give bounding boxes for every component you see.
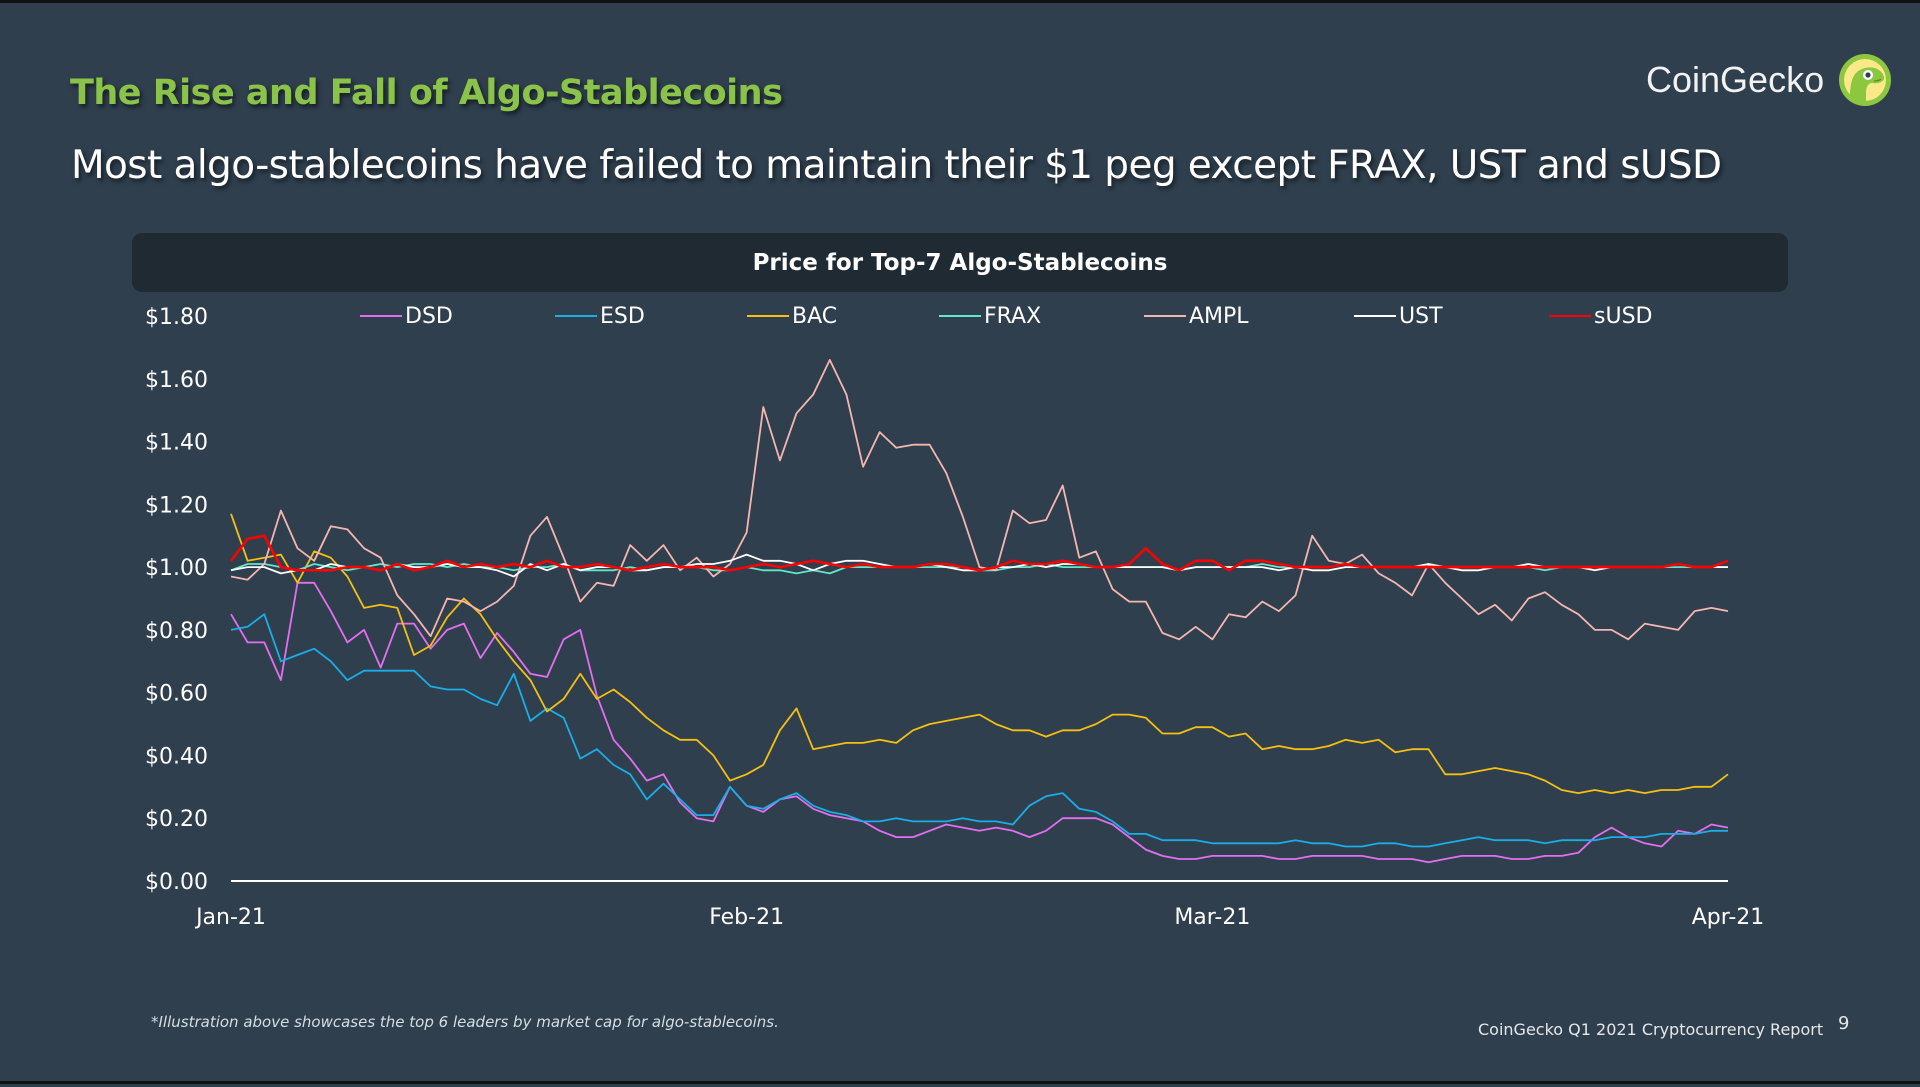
legend-label: ESD [600,303,645,329]
coingecko-logo: CoinGecko [1646,53,1892,107]
series-line-susd [229,534,1729,572]
legend-item-ust: UST [1354,304,1443,329]
gecko-logo-icon [1839,54,1892,106]
legend-swatch [360,315,402,317]
y-tick-label: $0.80 [145,619,208,644]
legend-item-bac: BAC [747,304,837,329]
series-line-dsd [230,581,1729,864]
legend-label: AMPL [1189,303,1249,329]
chart-title: Price for Top-7 Algo-Stablecoins [132,233,1788,292]
legend-item-ampl: AMPL [1144,304,1249,329]
y-tick-label: $0.00 [145,870,208,895]
legend-label: DSD [405,303,453,329]
y-tick-label: $1.80 [145,305,208,330]
footnote: *Illustration above showcases the top 6 … [151,1013,779,1031]
legend-item-dsd: DSD [360,304,453,329]
y-tick-label: $1.60 [145,368,208,393]
legend-swatch [939,315,981,317]
legend-swatch [555,315,597,317]
y-tick-label: $0.60 [145,682,208,707]
legend-swatch [747,315,789,317]
y-tick-label: $0.20 [145,807,208,832]
legend-item-frax: FRAX [939,304,1041,329]
series-line-bac [230,513,1729,794]
kicker-title: The Rise and Fall of Algo-Stablecoins [70,73,783,113]
x-tick-label: Mar-21 [1174,905,1250,930]
page-number: 9 [1838,1013,1850,1034]
x-tick-label: Feb-21 [709,905,784,930]
x-tick-label: Apr-21 [1692,905,1765,930]
y-tick-label: $1.40 [145,431,208,456]
report-name: CoinGecko Q1 2021 Cryptocurrency Report [1478,1020,1824,1039]
y-tick-label: $0.40 [145,744,208,769]
legend-label: FRAX [984,303,1042,329]
series-line-esd [230,613,1728,848]
legend-swatch [1354,315,1396,317]
y-tick-label: $1.00 [145,556,208,581]
logo-text: CoinGecko [1646,59,1825,100]
legend-item-esd: ESD [555,304,645,329]
legend-label: BAC [792,303,838,329]
legend-label: UST [1399,303,1443,329]
x-tick-label: Jan-21 [194,905,266,930]
legend-item-susd: sUSD [1549,304,1652,329]
y-tick-label: $1.20 [145,493,208,518]
series-line-ampl [230,358,1729,641]
headline: Most algo-stablecoins have failed to mai… [71,143,1722,188]
legend-swatch [1549,315,1591,317]
line-chart: $0.00 $0.20 $0.40 $0.60 $0.80 $1.00 $1.20 $1.40… [145,305,1765,930]
bottom-border [0,1081,1920,1084]
legend-label: sUSD [1594,303,1653,329]
legend-swatch [1144,315,1186,317]
